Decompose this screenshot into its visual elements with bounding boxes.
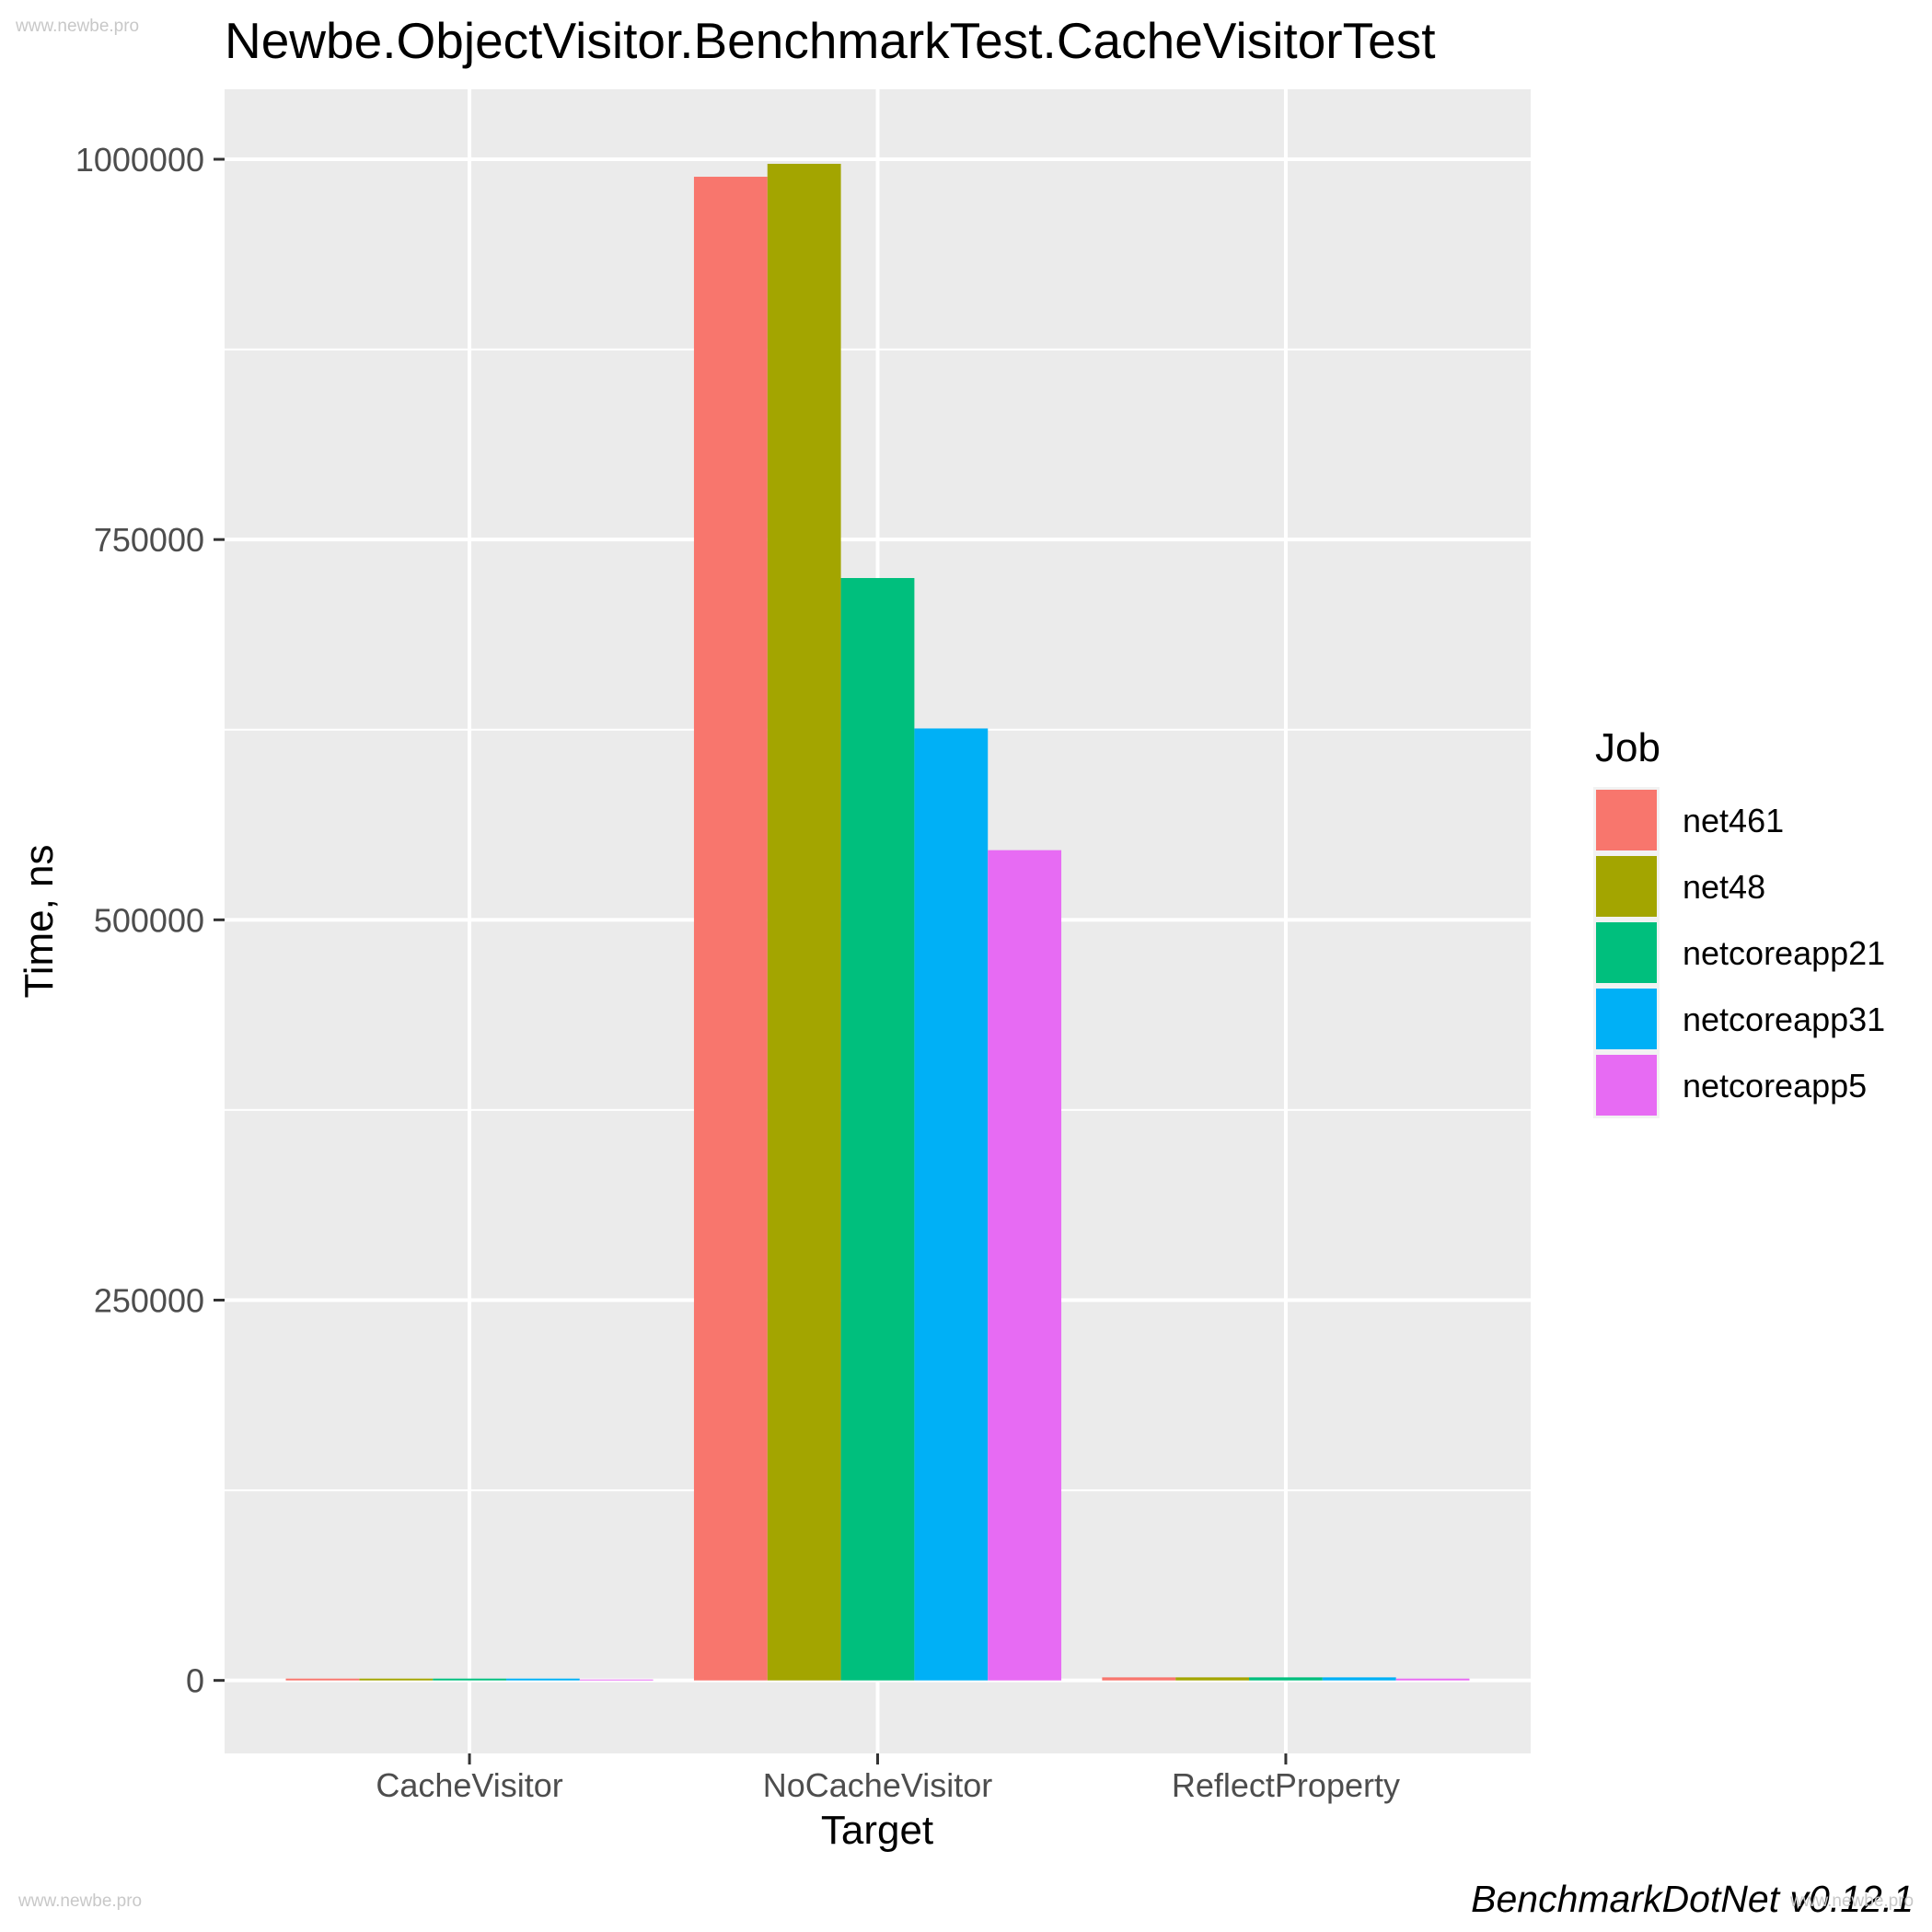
legend-items: net461 net48 netcoreapp21 netcoreapp31 netco… bbox=[1593, 787, 1885, 1118]
bar-CacheVisitor-net48 bbox=[359, 1678, 434, 1681]
legend-item-netcoreapp5: netcoreapp5 bbox=[1593, 1052, 1867, 1118]
bar-ReflectProperty-net48 bbox=[1175, 1677, 1250, 1681]
legend-swatch bbox=[1596, 856, 1657, 917]
footer-version: BenchmarkDotNet v0.12.1 bbox=[1471, 1878, 1914, 1920]
x-axis-title: Target bbox=[821, 1808, 933, 1853]
y-tick-label: 750000 bbox=[94, 521, 204, 559]
legend-title: Job bbox=[1595, 725, 1660, 770]
bar-ReflectProperty-netcoreapp5 bbox=[1395, 1678, 1470, 1681]
watermark-bottom-right: www.newbe.pro bbox=[1790, 1892, 1915, 1911]
bar-NoCacheVisitor-netcoreapp21 bbox=[840, 577, 915, 1681]
bar-CacheVisitor-netcoreapp31 bbox=[505, 1678, 580, 1681]
legend-swatch bbox=[1596, 790, 1657, 850]
bar-NoCacheVisitor-netcoreapp31 bbox=[914, 728, 989, 1681]
x-tick-label: NoCacheVisitor bbox=[763, 1766, 992, 1804]
legend-item-netcoreapp31: netcoreapp31 bbox=[1593, 986, 1885, 1052]
x-axis: CacheVisitor NoCacheVisitor ReflectPropert… bbox=[376, 1753, 1400, 1804]
chart-title: Newbe.ObjectVisitor.BenchmarkTest.CacheV… bbox=[225, 12, 1436, 69]
bar-CacheVisitor-netcoreapp21 bbox=[433, 1678, 506, 1681]
y-tick-label: 1000000 bbox=[75, 141, 204, 179]
bar-NoCacheVisitor-netcoreapp5 bbox=[988, 850, 1062, 1681]
y-tick-label: 500000 bbox=[94, 901, 204, 939]
bar-CacheVisitor-netcoreapp5 bbox=[579, 1679, 654, 1681]
legend-swatch bbox=[1596, 1055, 1657, 1116]
bar-ReflectProperty-netcoreapp21 bbox=[1249, 1677, 1323, 1681]
y-tick-label: 0 bbox=[186, 1662, 204, 1700]
y-tick-label: 250000 bbox=[94, 1282, 204, 1320]
legend-swatch bbox=[1596, 989, 1657, 1049]
legend-swatch bbox=[1596, 922, 1657, 983]
legend-label: net461 bbox=[1683, 802, 1784, 839]
bars bbox=[285, 163, 1470, 1681]
legend-item-netcoreapp21: netcoreapp21 bbox=[1593, 920, 1885, 986]
legend: Job net461net48netcoreapp21netcoreapp31n… bbox=[1593, 725, 1885, 1118]
bar-CacheVisitor-net461 bbox=[285, 1678, 360, 1681]
legend-label: netcoreapp21 bbox=[1683, 934, 1885, 972]
legend-label: netcoreapp31 bbox=[1683, 1001, 1885, 1038]
watermark-top: www.newbe.pro bbox=[16, 17, 140, 36]
x-tick-label: CacheVisitor bbox=[376, 1766, 562, 1804]
y-axis-title: Time, ns bbox=[17, 844, 62, 998]
bar-NoCacheVisitor-net48 bbox=[767, 163, 841, 1681]
legend-label: netcoreapp5 bbox=[1683, 1067, 1867, 1105]
x-tick-label: ReflectProperty bbox=[1172, 1766, 1400, 1804]
legend-item-net461: net461 bbox=[1593, 787, 1784, 853]
watermark-bottom-left: www.newbe.pro bbox=[18, 1892, 143, 1911]
legend-item-net48: net48 bbox=[1593, 853, 1765, 920]
legend-label: net48 bbox=[1683, 868, 1765, 906]
bar-ReflectProperty-netcoreapp31 bbox=[1322, 1677, 1396, 1681]
bar-ReflectProperty-net461 bbox=[1102, 1677, 1176, 1681]
bar-NoCacheVisitor-net461 bbox=[693, 177, 768, 1681]
y-axis: 0 250000 500000 750000 1000000 bbox=[75, 141, 225, 1700]
